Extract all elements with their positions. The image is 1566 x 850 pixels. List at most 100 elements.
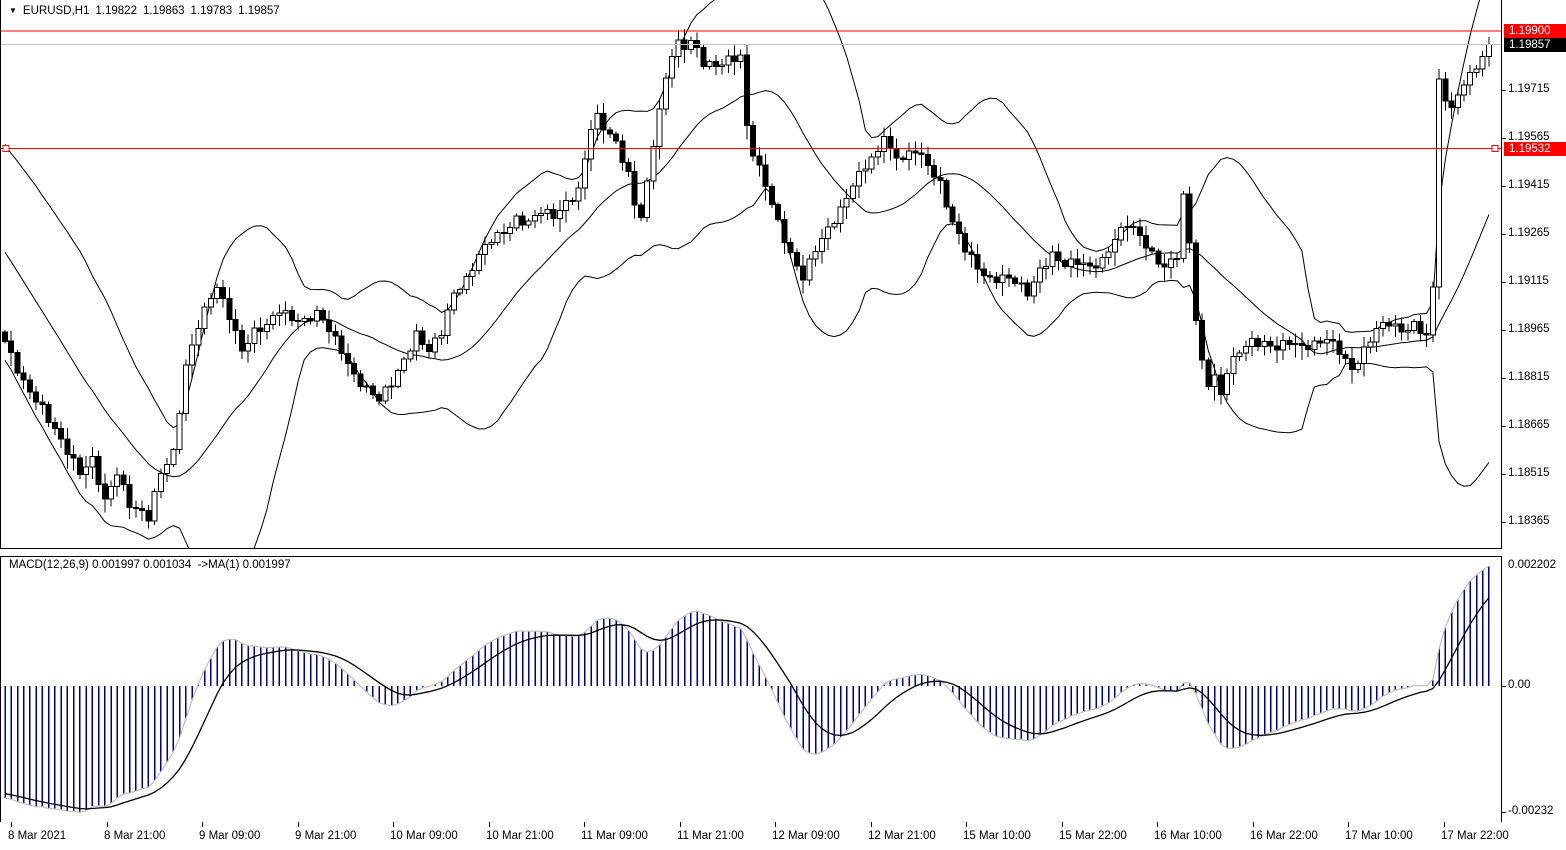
candle-body bbox=[1211, 374, 1218, 387]
candle-body bbox=[538, 212, 545, 216]
time-axis-label: 16 Mar 10:00 bbox=[1154, 830, 1222, 842]
ohlc-high: 1.19863 bbox=[142, 5, 185, 17]
candle-body bbox=[1355, 363, 1361, 370]
price-axis[interactable]: 1.19715 1.19565 1.19415 1.19265 1.19115 1.189… bbox=[1502, 0, 1566, 822]
candle-body bbox=[1217, 374, 1224, 396]
candle-body bbox=[1249, 337, 1255, 347]
price-axis-tick bbox=[1502, 426, 1506, 427]
candle-body bbox=[719, 64, 725, 68]
candle-body bbox=[76, 457, 83, 475]
price-axis-label: 1.18365 bbox=[1508, 515, 1550, 527]
candle-body bbox=[1037, 267, 1043, 283]
candle-body bbox=[974, 254, 981, 270]
candle-body bbox=[1448, 100, 1455, 109]
price-axis-label: 1.19265 bbox=[1508, 227, 1550, 239]
candle-body bbox=[787, 242, 794, 253]
candle-body bbox=[1305, 345, 1312, 351]
candle-body bbox=[631, 170, 638, 206]
candle-body bbox=[931, 164, 937, 178]
candle-body bbox=[114, 474, 121, 488]
symbol-dropdown-icon[interactable]: ▼ bbox=[9, 6, 17, 15]
candle-body bbox=[1473, 68, 1480, 73]
macd-axis-tick bbox=[1502, 686, 1506, 687]
main-chart-panel[interactable]: ▼ EURUSD,H1 1.19822 1.19863 1.19783 1.19857 bbox=[0, 0, 1502, 549]
candle-body bbox=[1174, 258, 1181, 261]
macd-panel[interactable]: MACD(12,26,9) 0.001997 0.001034 ->MA(1) … bbox=[0, 556, 1502, 823]
candle-body bbox=[8, 340, 15, 354]
candle-body bbox=[95, 456, 102, 485]
macd-axis-label: -0.00232 bbox=[1508, 805, 1554, 817]
candle-body bbox=[1286, 340, 1293, 345]
candle-body bbox=[1386, 322, 1393, 327]
candle-body bbox=[488, 242, 495, 246]
candle-body bbox=[164, 464, 171, 474]
candle-body bbox=[1317, 340, 1324, 344]
candle-body bbox=[613, 133, 619, 142]
candle-body bbox=[968, 251, 975, 256]
candle-body bbox=[1024, 282, 1031, 297]
candle-body bbox=[182, 364, 189, 415]
level-line-handle-left[interactable] bbox=[2, 145, 10, 153]
price-axis-tick bbox=[1502, 186, 1506, 187]
main-chart-canvas[interactable] bbox=[1, 0, 1501, 548]
candle-body bbox=[301, 318, 308, 323]
candle-body bbox=[675, 39, 682, 57]
candle-body bbox=[363, 385, 370, 388]
candle-body bbox=[382, 386, 389, 402]
candle-body bbox=[432, 337, 439, 353]
candle-body bbox=[1392, 323, 1399, 327]
candle-body bbox=[1379, 322, 1386, 329]
candle-body bbox=[295, 319, 301, 323]
candle-body bbox=[1442, 78, 1449, 102]
candle-body bbox=[407, 350, 414, 360]
candle-body bbox=[949, 206, 956, 223]
ohlc-low: 1.19783 bbox=[190, 5, 233, 17]
time-axis-tick bbox=[680, 822, 681, 827]
time-axis-label: 10 Mar 09:00 bbox=[390, 830, 458, 842]
candle-body bbox=[563, 200, 570, 211]
candle-body bbox=[83, 466, 90, 475]
time-axis[interactable]: 8 Mar 2021 8 Mar 21:00 9 Mar 09:00 9 Mar 21… bbox=[0, 822, 1566, 850]
candle-body bbox=[463, 276, 470, 291]
time-axis-tick bbox=[202, 822, 203, 827]
candle-body bbox=[1436, 78, 1443, 288]
candle-body bbox=[33, 391, 40, 403]
candle-body bbox=[1068, 258, 1075, 268]
candle-body bbox=[1298, 343, 1305, 347]
candle-body bbox=[544, 209, 551, 214]
ohlc-close: 1.19857 bbox=[238, 5, 280, 17]
macd-signal-line bbox=[4, 597, 1490, 810]
candle-body bbox=[1242, 346, 1249, 354]
candle-body bbox=[1130, 226, 1137, 229]
candle-body bbox=[257, 327, 264, 333]
candle-body bbox=[768, 185, 775, 206]
candle-body bbox=[126, 484, 133, 508]
candle-body bbox=[1018, 282, 1025, 285]
macd-canvas[interactable] bbox=[1, 557, 1501, 822]
candle-body bbox=[912, 150, 919, 154]
candle-body bbox=[1167, 258, 1174, 268]
price-axis-label: 1.19565 bbox=[1508, 131, 1550, 143]
candle-body bbox=[1118, 227, 1125, 241]
time-axis-tick bbox=[1348, 822, 1349, 827]
level-line-handle-right[interactable] bbox=[1491, 145, 1499, 153]
candle-body bbox=[737, 54, 744, 63]
candle-body bbox=[1485, 44, 1492, 57]
candle-body bbox=[45, 404, 52, 424]
time-axis-label: 11 Mar 09:00 bbox=[581, 830, 648, 842]
candle-body bbox=[320, 309, 326, 321]
candle-body bbox=[1099, 257, 1106, 269]
time-axis-tick bbox=[871, 822, 872, 827]
price-axis-label: 1.18965 bbox=[1508, 323, 1550, 335]
time-axis-label: 8 Mar 2021 bbox=[8, 830, 67, 842]
candle-body bbox=[475, 253, 482, 271]
candle-body bbox=[1423, 332, 1430, 336]
candle-body bbox=[1224, 372, 1231, 395]
candle-body bbox=[581, 158, 588, 189]
candle-body bbox=[388, 385, 395, 388]
candle-body bbox=[1124, 226, 1131, 229]
candle-body bbox=[401, 358, 407, 371]
candle-body bbox=[251, 327, 258, 345]
candle-body bbox=[793, 251, 800, 267]
candle-body bbox=[887, 136, 894, 150]
